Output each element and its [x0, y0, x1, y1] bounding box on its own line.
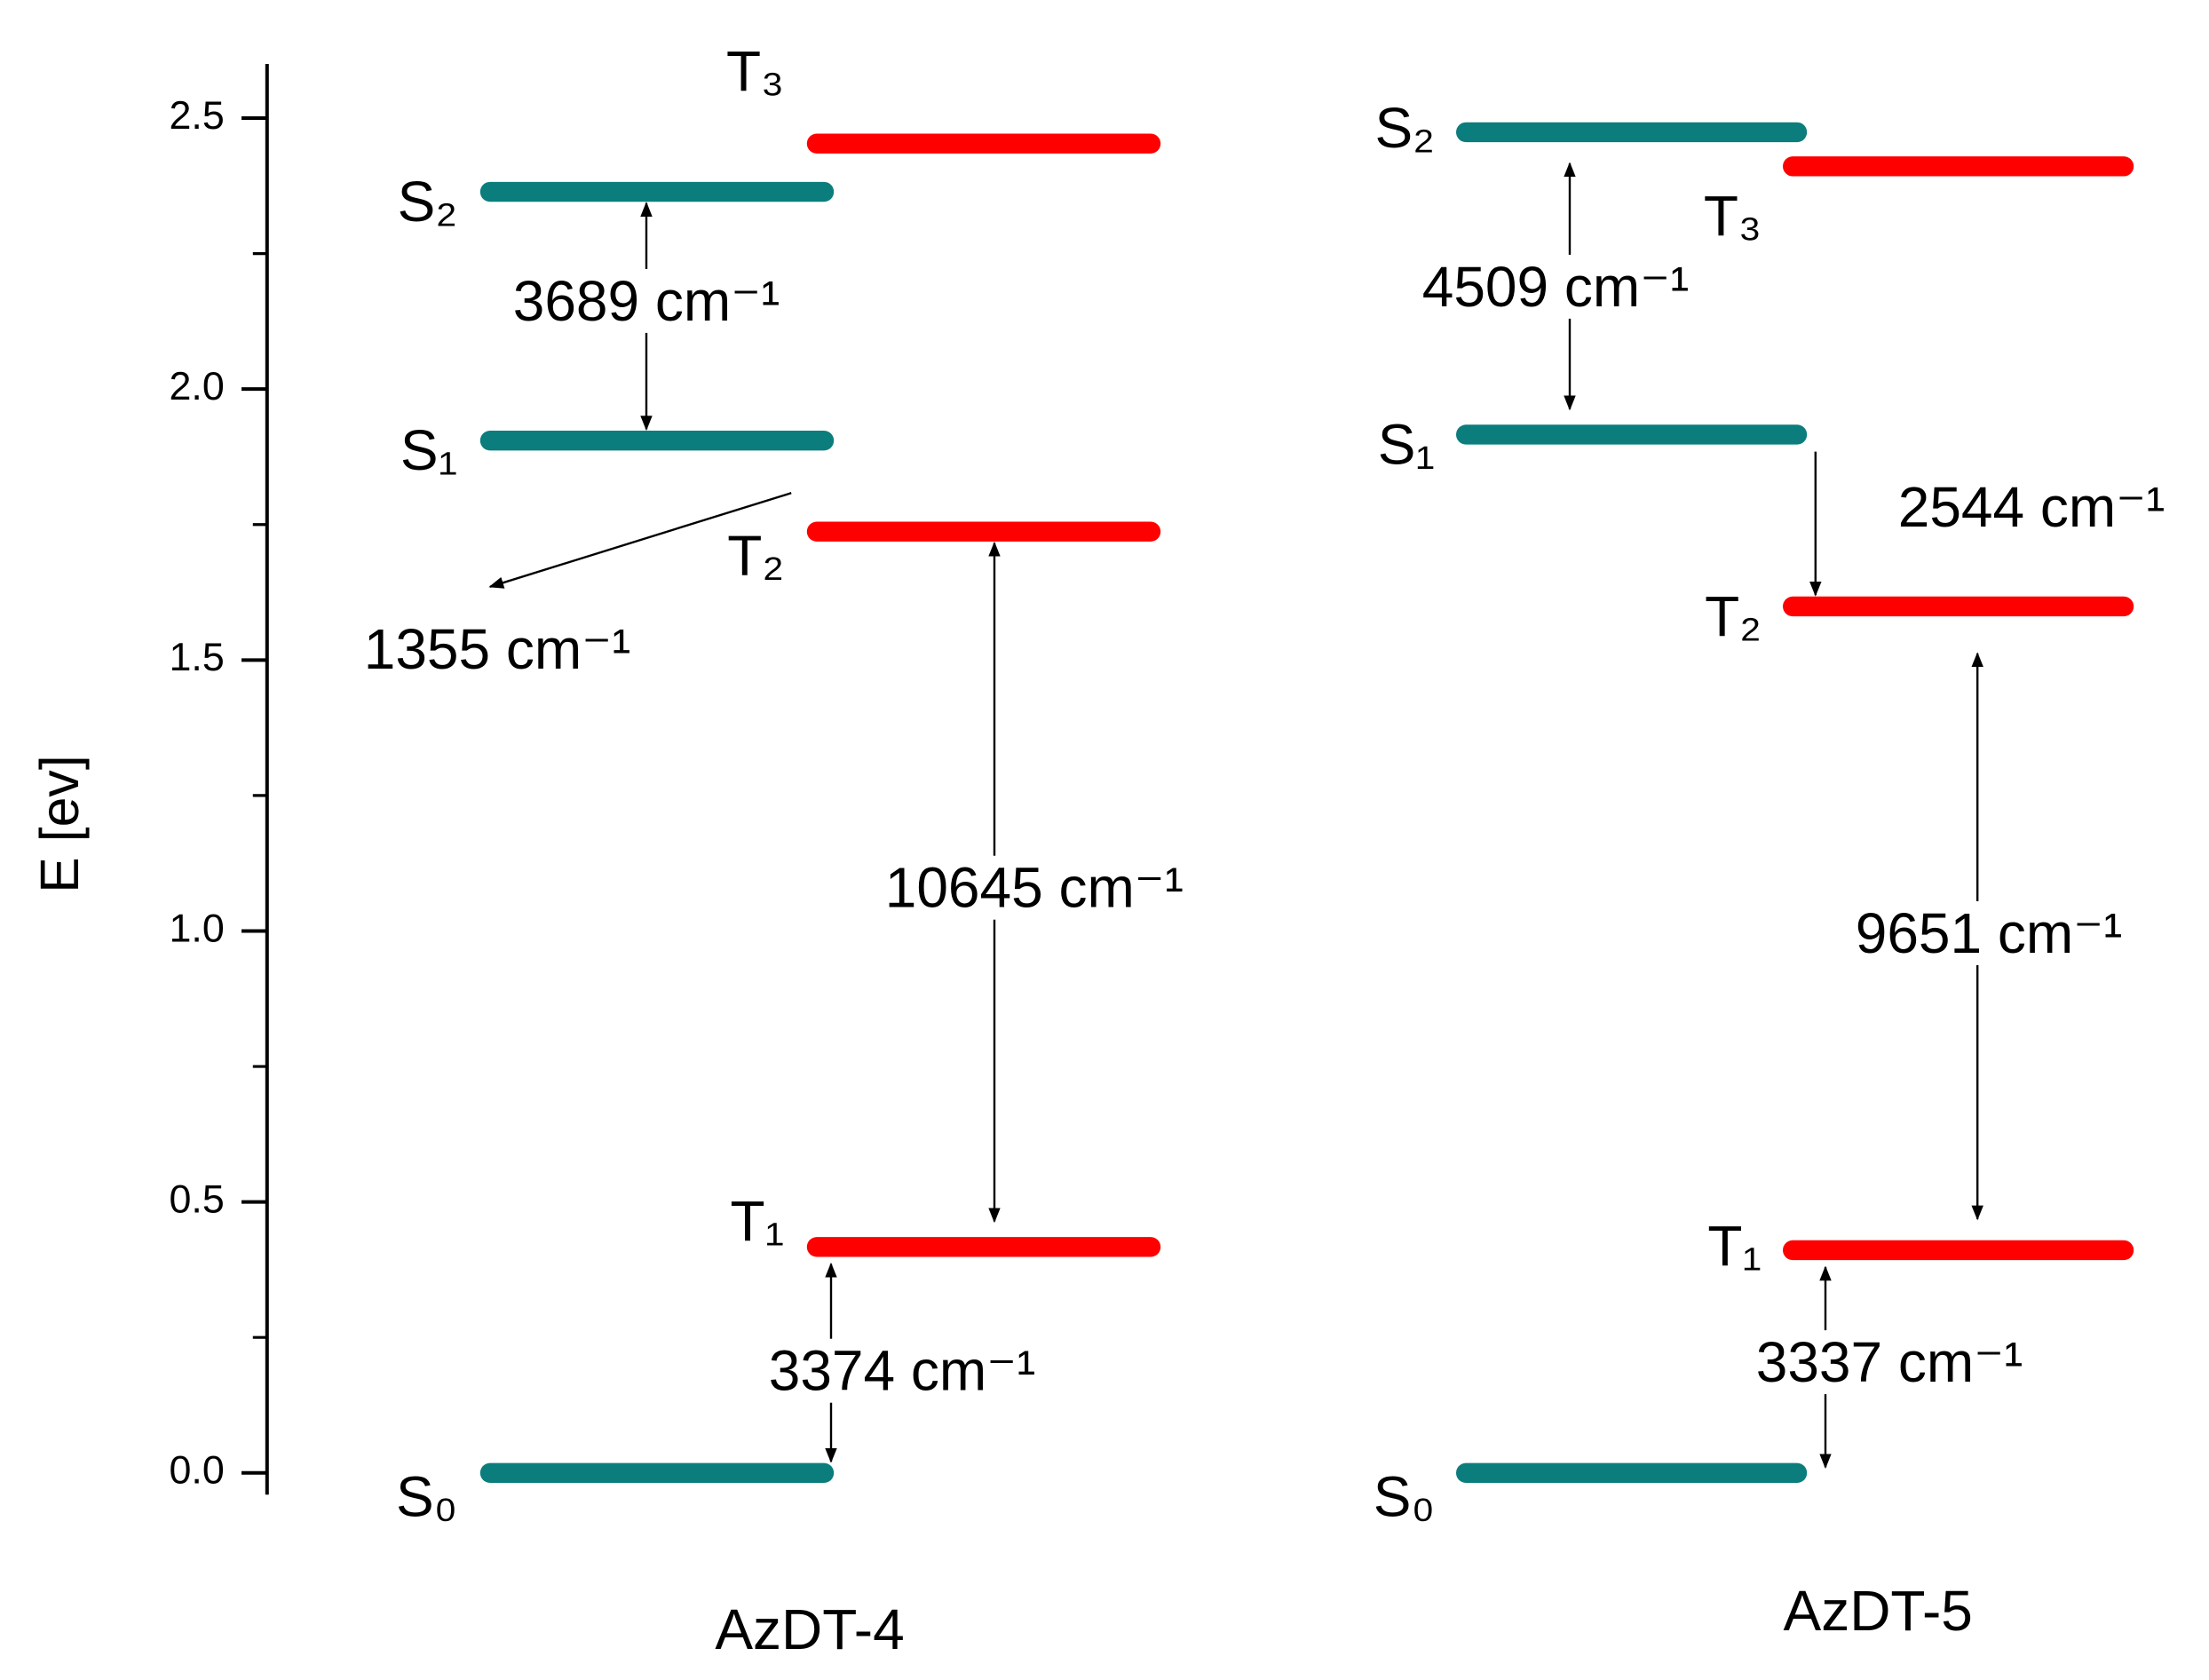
- gap-label-bg: [1750, 1330, 2029, 1395]
- gap-label-bg: [763, 1338, 1041, 1403]
- y-axis-label: E [ev]: [29, 755, 90, 892]
- gap-label: 4509 cm⁻¹: [1422, 255, 1690, 319]
- level-label: S₂: [398, 170, 458, 234]
- plot: E [ev] 0.0 0.5 1.0 1.5 2.0 2.5 AzDT-4 S₀ S₁ S₂ T₁ T…: [29, 39, 2165, 1661]
- gap-label-bg: [879, 855, 1190, 920]
- y-tick-label: 0.5: [170, 1177, 225, 1221]
- group-label: AzDT-5: [1784, 1579, 1973, 1643]
- group-label: AzDT-4: [715, 1597, 904, 1661]
- y-tick-label: 0.0: [170, 1448, 225, 1493]
- y-tick-label: 2.5: [170, 93, 225, 138]
- gap-label: 2544 cm⁻¹: [1898, 475, 2165, 539]
- gap-label: 10645 cm⁻¹: [885, 856, 1184, 920]
- level-label: T₂: [1705, 584, 1762, 648]
- gap-label: 1355 cm⁻¹: [364, 617, 631, 681]
- level-label: S₀: [396, 1465, 457, 1529]
- y-tick-label: 1.0: [170, 906, 225, 950]
- gap-label-bg: [1849, 900, 2128, 965]
- gap-label: 9651 cm⁻¹: [1856, 901, 2123, 965]
- gap-arrow: [488, 492, 792, 589]
- level-label: S₂: [1374, 96, 1435, 160]
- y-tick-label: 1.5: [170, 635, 225, 679]
- level-label: S₁: [400, 418, 457, 482]
- gap-label-bg: [1416, 254, 1695, 319]
- level-label: T₁: [1707, 1214, 1762, 1278]
- gap-label: 3689 cm⁻¹: [513, 269, 780, 333]
- level-label: T₂: [727, 524, 784, 588]
- level-label: S₀: [1374, 1465, 1435, 1529]
- gap-label: 3374 cm⁻¹: [769, 1339, 1036, 1403]
- y-tick-label: 2.0: [170, 364, 225, 408]
- level-label: S₁: [1378, 412, 1435, 476]
- level-label: T₁: [731, 1189, 785, 1253]
- level-label: T₃: [1704, 184, 1762, 248]
- level-label: T₃: [726, 39, 784, 103]
- gap-label-bg: [507, 268, 786, 333]
- gap-label: 3337 cm⁻¹: [1756, 1330, 2023, 1394]
